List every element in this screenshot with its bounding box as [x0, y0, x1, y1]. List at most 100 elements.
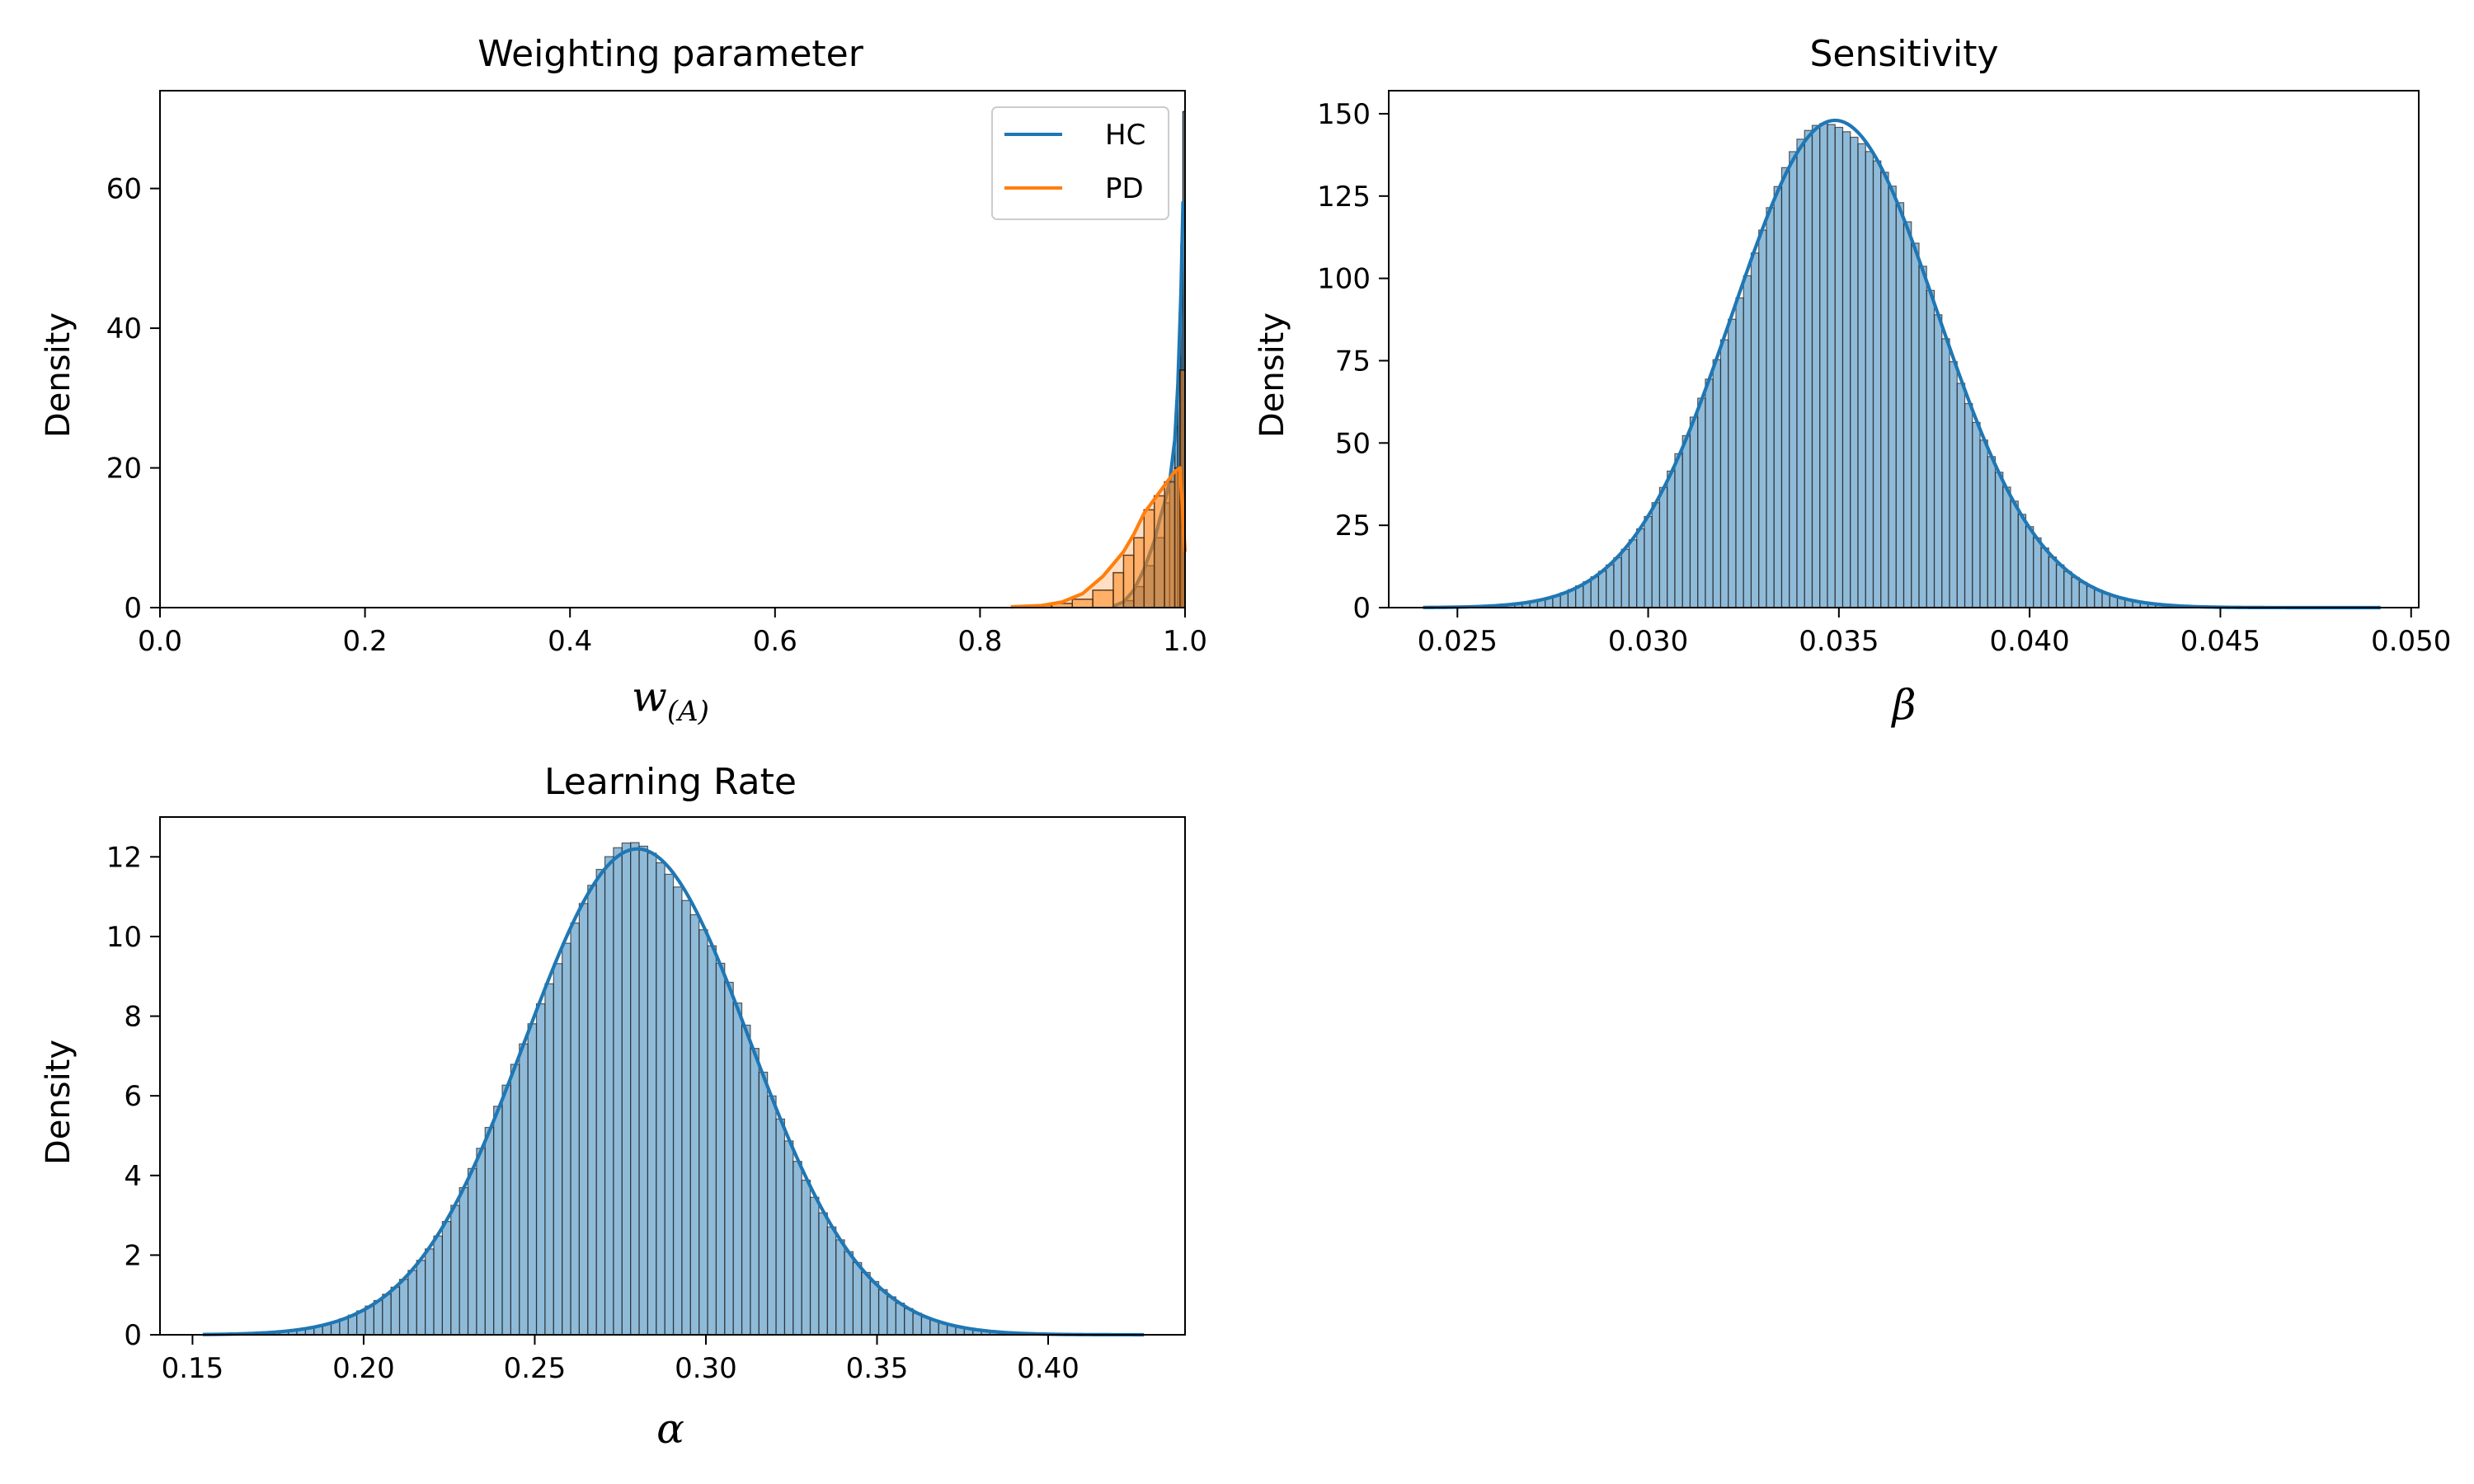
- histogram-bar: [1933, 314, 1943, 608]
- histogram-bar: [2040, 547, 2049, 608]
- histogram-bar: [1697, 397, 1706, 608]
- x-tick-label: 0.8: [957, 625, 1002, 658]
- histogram-bar: [1628, 539, 1638, 608]
- panel-title: Sensitivity: [1809, 33, 1998, 75]
- histogram-bar: [621, 842, 632, 1336]
- histogram-bar: [484, 1126, 495, 1336]
- axes-frame: [159, 816, 1186, 1336]
- histogram-bar: [1956, 383, 1966, 608]
- histogram-bar: [895, 1303, 905, 1336]
- histogram-bar: [407, 1270, 417, 1336]
- histogram-bar: [382, 1294, 392, 1336]
- histogram-bar: [707, 945, 717, 1336]
- histogram-bar: [638, 845, 649, 1336]
- y-tick-label: 20: [106, 453, 142, 486]
- histogram-bar: [793, 1161, 802, 1336]
- histogram-bar: [613, 847, 623, 1336]
- y-tick-label: 75: [1335, 345, 1371, 378]
- histogram-bar: [398, 1279, 409, 1336]
- histogram-bar: [724, 981, 734, 1336]
- learning-rate-panel: Learning Rate 0.15 0.20 0.25 0.30 0.35 0.40 0 2…: [40, 761, 1186, 1453]
- histogram-bar: [741, 1024, 751, 1336]
- x-tick-label: 1.0: [1163, 625, 1207, 658]
- x-tick-label: 0.045: [2180, 625, 2260, 658]
- x-tick-label: 0.030: [1608, 625, 1688, 658]
- histogram-bar: [1804, 129, 1813, 608]
- histogram-bar: [1780, 167, 1790, 608]
- legend: HC PD: [991, 106, 1169, 220]
- histogram-bar: [1994, 472, 2004, 608]
- histogram-bar: [604, 856, 614, 1336]
- histogram-bar: [1865, 151, 1874, 608]
- histogram-bar: [1926, 289, 1935, 608]
- histogram-bar: [689, 913, 700, 1336]
- y-tick-label: 40: [106, 312, 142, 345]
- histogram-bar: [912, 1313, 923, 1336]
- learning-rate-plot-area: 0.15 0.20 0.25 0.30 0.35 0.40 0 2 4 6 8 10 12: [106, 816, 1186, 1385]
- histogram-bar: [1979, 439, 1988, 608]
- x-tick-label: 0.050: [2371, 625, 2451, 658]
- x-tick-label: 0.25: [504, 1352, 567, 1385]
- panel-title: Learning Rate: [544, 761, 797, 803]
- histogram-bar: [869, 1280, 880, 1336]
- y-tick-label: 0: [1352, 592, 1371, 625]
- panel-title: Weighting parameter: [477, 33, 864, 75]
- histogram-bar: [2063, 571, 2072, 608]
- histogram-bar: [441, 1221, 452, 1336]
- histogram-bar: [1972, 421, 1981, 608]
- histogram-bar: [433, 1235, 443, 1336]
- histogram-bar: [698, 929, 708, 1336]
- histogram-bar: [493, 1106, 503, 1336]
- histogram-bar: [2086, 585, 2095, 608]
- histogram-bar: [844, 1251, 854, 1336]
- y-axis-label: Density: [40, 1040, 78, 1165]
- histogram-bar: [767, 1095, 777, 1336]
- histogram-bar: [450, 1205, 460, 1336]
- histogram-bar: [578, 903, 589, 1336]
- histogram-bar: [1811, 124, 1821, 608]
- histogram-bar: [775, 1118, 786, 1336]
- y-tick-label: 100: [1317, 263, 1371, 296]
- kde-area-pd: [1010, 467, 1185, 608]
- histogram-bar: [826, 1226, 837, 1336]
- histogram-bar: [1880, 171, 1889, 608]
- histogram-bar: [664, 873, 675, 1336]
- x-tick-label: 0.040: [1989, 625, 2069, 658]
- y-tick-label: 0: [124, 592, 142, 625]
- x-tick-label: 0.025: [1418, 625, 1498, 658]
- histogram-bar: [2033, 537, 2042, 608]
- sensitivity-panel: Sensitivity 0.025 0.030 0.035 0.040 0.045 0.0…: [1253, 33, 2451, 729]
- y-tick-label: 2: [124, 1239, 142, 1272]
- histogram-bar: [1918, 265, 1927, 608]
- histogram-bar: [2055, 564, 2065, 608]
- histogram-bar: [1689, 416, 1699, 608]
- histogram-bar: [535, 1003, 546, 1336]
- histogram-bar: [1735, 297, 1744, 608]
- histogram-bar: [1941, 338, 1950, 608]
- histogram-bar: [732, 1002, 743, 1336]
- weighting-parameter-panel: Weighting parameter 0.0 0.2 0.4 0.6 0.8 1.0 0 2…: [40, 33, 1207, 728]
- histogram-bar: [459, 1186, 469, 1336]
- histogram-bar: [1888, 186, 1897, 608]
- histogram-bar: [1841, 131, 1851, 608]
- histogram-bar: [1796, 139, 1805, 608]
- y-axis-label: Density: [40, 312, 78, 438]
- axes-frame: [159, 90, 1186, 608]
- x-tick-label: 0.4: [548, 625, 592, 658]
- histogram-bar: [416, 1260, 426, 1336]
- x-axis-label: β: [1891, 681, 1917, 729]
- legend-label-hc: HC: [1105, 119, 1145, 152]
- histogram-bar: [818, 1212, 828, 1336]
- histogram-bar: [425, 1248, 435, 1336]
- histogram-bar: [365, 1305, 374, 1336]
- histogram-bar: [647, 852, 657, 1336]
- kde-curve-pd: [1010, 466, 1188, 609]
- y-tick-label: 8: [124, 1001, 142, 1034]
- histogram-bar: [2071, 576, 2080, 608]
- histogram-bar: [1667, 470, 1676, 608]
- x-tick-label: 0.20: [332, 1352, 395, 1385]
- legend-label-pd: PD: [1105, 172, 1144, 205]
- x-tick-label: 0.30: [675, 1352, 737, 1385]
- x-tick-label: 0.0: [138, 625, 182, 658]
